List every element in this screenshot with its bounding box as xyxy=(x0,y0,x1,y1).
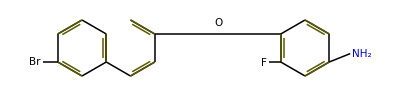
Text: F: F xyxy=(261,58,267,68)
Text: Br: Br xyxy=(29,57,41,67)
Text: O: O xyxy=(214,18,223,28)
Text: NH₂: NH₂ xyxy=(352,49,372,59)
